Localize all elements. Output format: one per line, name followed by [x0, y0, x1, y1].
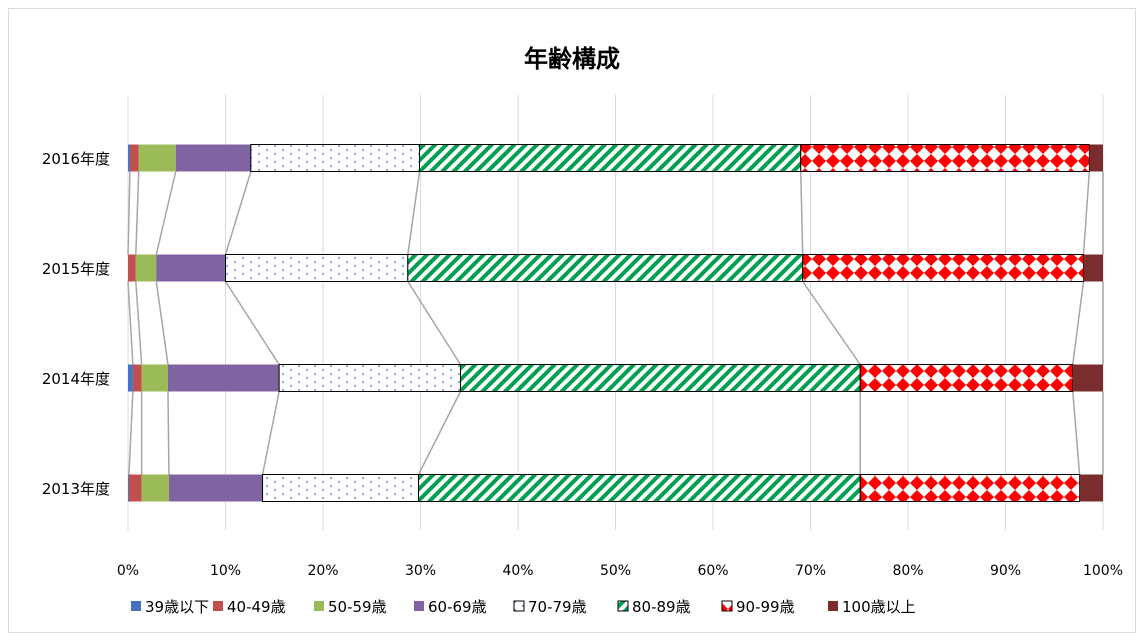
series-line — [407, 281, 462, 365]
category-label: 2013年度 — [42, 480, 110, 498]
legend-swatch — [314, 601, 324, 611]
legend-label: 39歳以下 — [145, 598, 209, 616]
series-line — [407, 171, 421, 255]
category-label: 2015年度 — [42, 260, 110, 278]
x-tick-label: 30% — [405, 563, 436, 579]
bar-segment — [250, 144, 421, 172]
series-line — [261, 391, 280, 475]
legend-label: 40-49歳 — [227, 598, 286, 616]
legend-swatch — [131, 601, 141, 611]
legend-label: 90-99歳 — [736, 598, 795, 616]
bar-segment — [175, 144, 251, 172]
bar-segment — [128, 364, 133, 392]
x-tick-label: 90% — [990, 563, 1021, 579]
bar-segment — [1083, 254, 1103, 282]
bar-segment — [225, 254, 409, 282]
legend-label: 70-79歳 — [528, 598, 587, 616]
bar-segment — [167, 364, 280, 392]
bar-segment — [138, 144, 176, 172]
series-line — [1082, 171, 1091, 255]
bar-segment — [141, 364, 168, 392]
series-line — [1072, 391, 1081, 475]
bar-segment — [1079, 474, 1103, 502]
series-line — [802, 281, 861, 365]
bar-segment — [459, 364, 861, 392]
series-line — [135, 281, 143, 365]
x-tick-label: 20% — [307, 563, 338, 579]
bar-segment — [132, 364, 142, 392]
x-tick-label: 60% — [697, 563, 728, 579]
series-line — [127, 171, 131, 255]
series-line — [167, 391, 170, 475]
bar-segment — [278, 364, 461, 392]
bar-segment — [129, 144, 139, 172]
bar-segment — [128, 254, 136, 282]
series-line — [224, 281, 280, 365]
bar-segment — [156, 254, 226, 282]
bar-segment — [1072, 364, 1103, 392]
bar-segment — [419, 144, 802, 172]
bar-segment — [128, 144, 130, 172]
category-label: 2014年度 — [42, 370, 110, 388]
series-line — [155, 281, 169, 365]
series-line — [800, 171, 804, 255]
legend-swatch — [513, 600, 525, 612]
legend-label: 100歳以上 — [842, 598, 916, 616]
bar-segment — [141, 474, 169, 502]
bar-segment — [407, 254, 804, 282]
series-line — [417, 391, 462, 475]
legend-swatch — [721, 600, 733, 612]
x-tick-label: 0% — [117, 563, 139, 579]
series-line — [127, 281, 134, 365]
category-label: 2016年度 — [42, 150, 110, 168]
legend-swatch — [828, 601, 838, 611]
legend-label: 50-59歳 — [328, 598, 387, 616]
chart-frame: 年齢構成 — [8, 8, 1136, 633]
legend-swatch — [617, 600, 629, 612]
x-tick-label: 80% — [892, 563, 923, 579]
bar-segment — [1089, 144, 1103, 172]
bar-segment — [802, 254, 1084, 282]
series-line — [135, 171, 140, 255]
x-tick-label: 50% — [600, 563, 631, 579]
legend-label: 80-89歳 — [632, 598, 691, 616]
bar-segment — [418, 474, 861, 502]
bar-segment — [859, 364, 1074, 392]
bar-segment — [128, 474, 142, 502]
bar-segment — [168, 474, 263, 502]
x-tick-label: 70% — [795, 563, 826, 579]
series-line — [224, 171, 252, 255]
series-line — [128, 391, 134, 475]
bar-segment — [128, 474, 129, 502]
legend-swatch — [213, 601, 223, 611]
chart-title: 年齢構成 — [524, 45, 620, 73]
x-tick-label: 100% — [1083, 563, 1123, 579]
bar-segment — [135, 254, 157, 282]
bar-segment — [800, 144, 1090, 172]
x-tick-label: 10% — [210, 563, 241, 579]
series-line — [155, 171, 177, 255]
x-tick-label: 40% — [502, 563, 533, 579]
legend-label: 60-69歳 — [428, 598, 487, 616]
legend-swatch — [414, 601, 424, 611]
bar-segment — [262, 474, 420, 502]
bar-segment — [859, 474, 1081, 502]
series-line — [1072, 281, 1085, 365]
